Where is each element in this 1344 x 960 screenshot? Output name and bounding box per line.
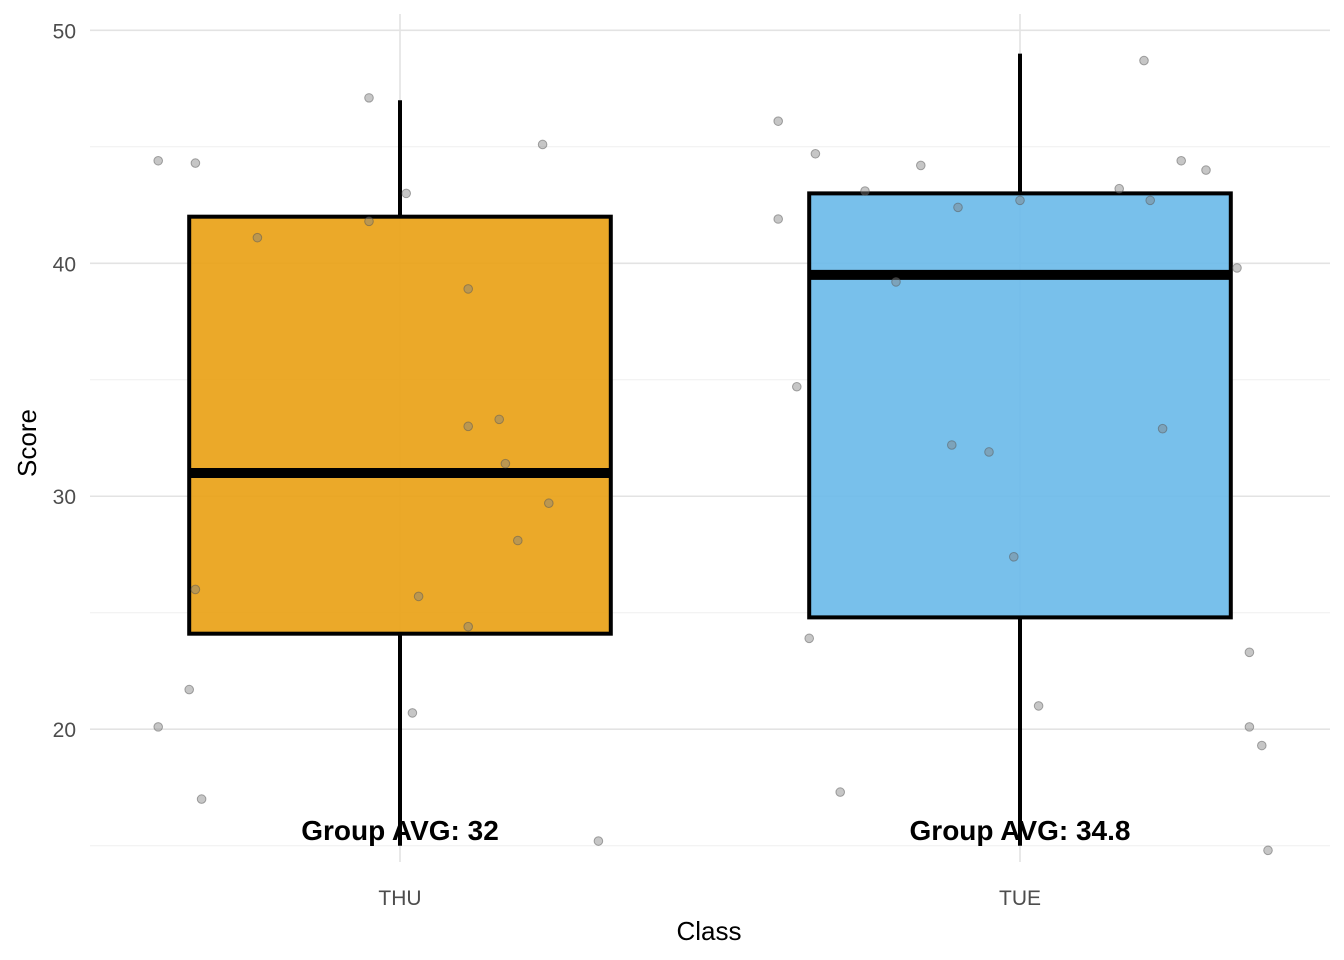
data-point-tue <box>891 277 901 287</box>
data-point-thu <box>463 284 474 294</box>
data-point-thu <box>153 722 163 732</box>
label-layer: Group AVG: 32 Group AVG: 34.8 <box>301 815 1130 846</box>
data-point-tue <box>773 214 784 224</box>
data-point-thu <box>153 155 163 166</box>
data-point-thu <box>401 188 412 199</box>
x-tick-label-tue: TUE <box>999 887 1041 910</box>
data-point-tue <box>1157 423 1168 434</box>
data-point-thu <box>494 414 505 425</box>
data-point-tue <box>1009 552 1019 562</box>
data-point-tue <box>916 160 926 171</box>
data-point-thu <box>593 836 604 846</box>
data-point-tue <box>953 202 963 213</box>
y-tick-label: 40 <box>53 253 76 276</box>
data-point-thu <box>513 535 523 546</box>
data-point-tue <box>1232 263 1242 273</box>
data-point-tue <box>1201 165 1211 175</box>
x-axis-title: Class <box>676 916 741 946</box>
box-thu <box>187 214 613 636</box>
data-point-thu <box>190 584 201 595</box>
data-point-tue <box>860 186 870 196</box>
data-point-thu <box>364 216 374 227</box>
data-point-thu <box>196 794 207 804</box>
point-layer <box>153 55 1273 856</box>
data-point-thu <box>364 93 374 103</box>
data-point-thu <box>190 158 201 168</box>
box-layer <box>187 53 1233 846</box>
data-point-tue <box>810 148 821 159</box>
group-avg-label-thu: Group AVG: 32 <box>301 815 499 846</box>
data-point-tue <box>1263 845 1273 856</box>
data-point-tue <box>1139 55 1149 66</box>
data-point-tue <box>1244 722 1255 732</box>
data-point-tue <box>1244 647 1255 658</box>
x-tick-label-thu: THU <box>378 887 421 910</box>
data-point-tue <box>773 116 784 126</box>
data-point-tue <box>1176 155 1186 166</box>
box-tue <box>807 191 1233 620</box>
data-point-tue <box>1145 195 1155 206</box>
data-point-thu <box>463 421 474 432</box>
data-point-thu <box>252 232 263 243</box>
data-point-thu <box>500 458 511 469</box>
data-point-tue <box>835 787 846 797</box>
data-point-tue <box>804 633 815 644</box>
y-tick-label: 20 <box>53 719 76 742</box>
data-point-thu <box>413 591 424 602</box>
y-tick-label: 50 <box>53 20 76 43</box>
data-point-tue <box>1114 183 1124 194</box>
data-point-thu <box>407 708 418 718</box>
y-axis-title: Score <box>12 409 42 477</box>
data-point-tue <box>1015 195 1025 206</box>
data-point-tue <box>792 381 802 392</box>
group-avg-label-tue: Group AVG: 34.8 <box>910 815 1131 846</box>
data-point-tue <box>984 447 994 457</box>
data-point-tue <box>1257 740 1267 751</box>
data-point-thu <box>537 139 548 150</box>
data-point-tue <box>947 440 957 450</box>
data-point-tue <box>1033 701 1044 711</box>
data-point-thu <box>184 684 194 695</box>
axis-layer: 20 30 40 50 THU TUE <box>53 20 1041 910</box>
data-point-thu <box>544 498 554 509</box>
data-point-thu <box>463 621 474 632</box>
y-tick-label: 30 <box>53 486 76 509</box>
